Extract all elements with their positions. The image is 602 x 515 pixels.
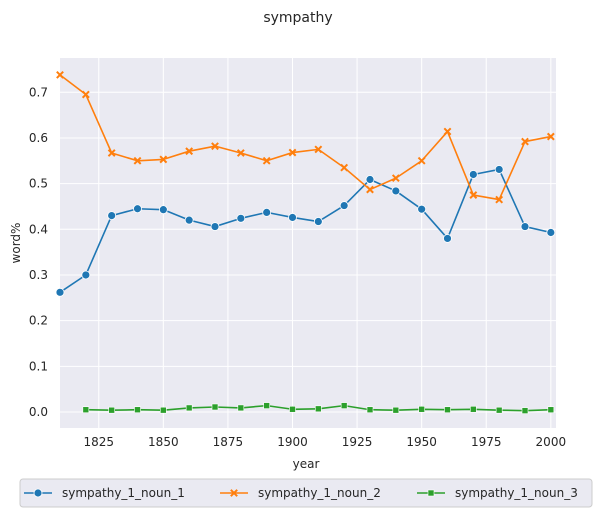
data-point <box>56 70 64 79</box>
data-point <box>159 155 168 164</box>
x-tick-label: 1900 <box>277 435 308 449</box>
legend-item: sympathy_1_noun_3 <box>417 486 578 500</box>
y-tick-labels: 0.0 0.1 0.2 0.3 0.4 0.5 0.6 0.7 <box>29 85 48 419</box>
data-point <box>520 222 530 231</box>
data-point <box>469 191 478 199</box>
legend: sympathy_1_noun_1 sympathy_1_noun_2 sympat… <box>19 478 593 508</box>
data-point <box>391 174 400 183</box>
data-point <box>133 204 142 214</box>
data-point <box>495 195 504 204</box>
x-tick-label: 1950 <box>406 435 437 449</box>
data-point <box>55 287 65 297</box>
x-tick-label: 2000 <box>536 435 567 449</box>
y-tick-label: 0.0 <box>29 405 48 419</box>
data-point <box>158 205 168 215</box>
data-point <box>236 149 245 157</box>
data-point <box>262 207 272 217</box>
legend-box <box>19 478 593 508</box>
data-point <box>340 402 348 409</box>
legend-label: sympathy_1_noun_3 <box>455 486 578 500</box>
data-point <box>521 137 529 146</box>
data-point <box>494 165 504 174</box>
data-point <box>288 213 297 222</box>
data-point <box>236 213 246 223</box>
data-point <box>546 132 555 141</box>
grid-lines <box>60 58 556 428</box>
legend-marker <box>33 488 43 498</box>
x-tick-label: 1875 <box>213 435 244 449</box>
data-point <box>417 156 426 165</box>
data-point <box>237 404 245 412</box>
legend-label: sympathy_1_noun_1 <box>62 486 185 500</box>
x-tick-label: 1850 <box>148 435 179 449</box>
y-tick-label: 0.6 <box>29 131 48 145</box>
data-point <box>468 170 478 179</box>
data-point <box>366 406 374 414</box>
x-tick-label: 1925 <box>342 435 373 449</box>
data-point <box>443 234 452 243</box>
data-point <box>211 403 219 411</box>
legend-marker <box>427 489 435 497</box>
data-point <box>366 185 374 194</box>
x-tick-label: 1825 <box>83 435 114 449</box>
y-tick-label: 0.4 <box>29 222 48 236</box>
y-axis-label: word% <box>9 223 23 264</box>
data-point <box>263 402 270 409</box>
data-point <box>288 148 297 157</box>
data-point <box>314 145 323 154</box>
legend-marker <box>230 489 238 497</box>
x-tick-label: 1975 <box>471 435 502 449</box>
data-point <box>210 222 220 231</box>
data-point <box>107 149 116 157</box>
data-point <box>81 270 91 280</box>
data-point <box>392 406 400 414</box>
data-point <box>444 406 451 414</box>
data-point <box>391 186 401 196</box>
legend-item: sympathy_1_noun_2 <box>220 486 381 500</box>
data-point <box>211 142 219 151</box>
data-point <box>108 406 115 414</box>
data-point <box>313 217 323 226</box>
data-point <box>315 405 322 413</box>
y-tick-label: 0.7 <box>29 85 48 99</box>
data-point <box>185 404 193 412</box>
data-point <box>262 156 271 165</box>
data-point <box>443 127 452 136</box>
data-point <box>340 163 349 172</box>
y-tick-label: 0.2 <box>29 314 48 328</box>
data-point <box>339 201 349 210</box>
y-tick-label: 0.5 <box>29 177 48 191</box>
chart-title: sympathy <box>263 10 332 26</box>
series-layer <box>55 70 556 414</box>
x-tick-labels: 1825 1850 1875 1900 1925 1950 1975 2000 <box>83 435 566 449</box>
data-point <box>418 405 425 413</box>
series-sympathy_1_noun_3 <box>82 402 555 414</box>
y-tick-label: 0.1 <box>29 359 48 373</box>
data-point <box>81 90 90 99</box>
data-point <box>546 228 556 237</box>
data-point <box>495 406 503 414</box>
data-point <box>521 407 529 414</box>
series-line <box>59 74 551 201</box>
plot-area <box>60 58 556 428</box>
y-tick-label: 0.3 <box>29 268 48 282</box>
legend-item: sympathy_1_noun_1 <box>24 486 185 500</box>
data-point <box>547 406 555 414</box>
legend-label: sympathy_1_noun_2 <box>258 486 381 500</box>
data-point <box>134 406 141 414</box>
data-point <box>82 406 90 414</box>
x-axis-label: year <box>293 457 320 471</box>
data-point <box>107 211 117 220</box>
data-point <box>185 147 194 156</box>
data-point <box>417 204 427 214</box>
series-sympathy_1_noun_2 <box>56 70 555 204</box>
data-point <box>184 215 194 225</box>
data-point <box>470 405 477 413</box>
data-point <box>365 175 375 184</box>
data-point <box>133 156 142 165</box>
data-point <box>160 406 167 414</box>
data-point <box>289 405 296 413</box>
